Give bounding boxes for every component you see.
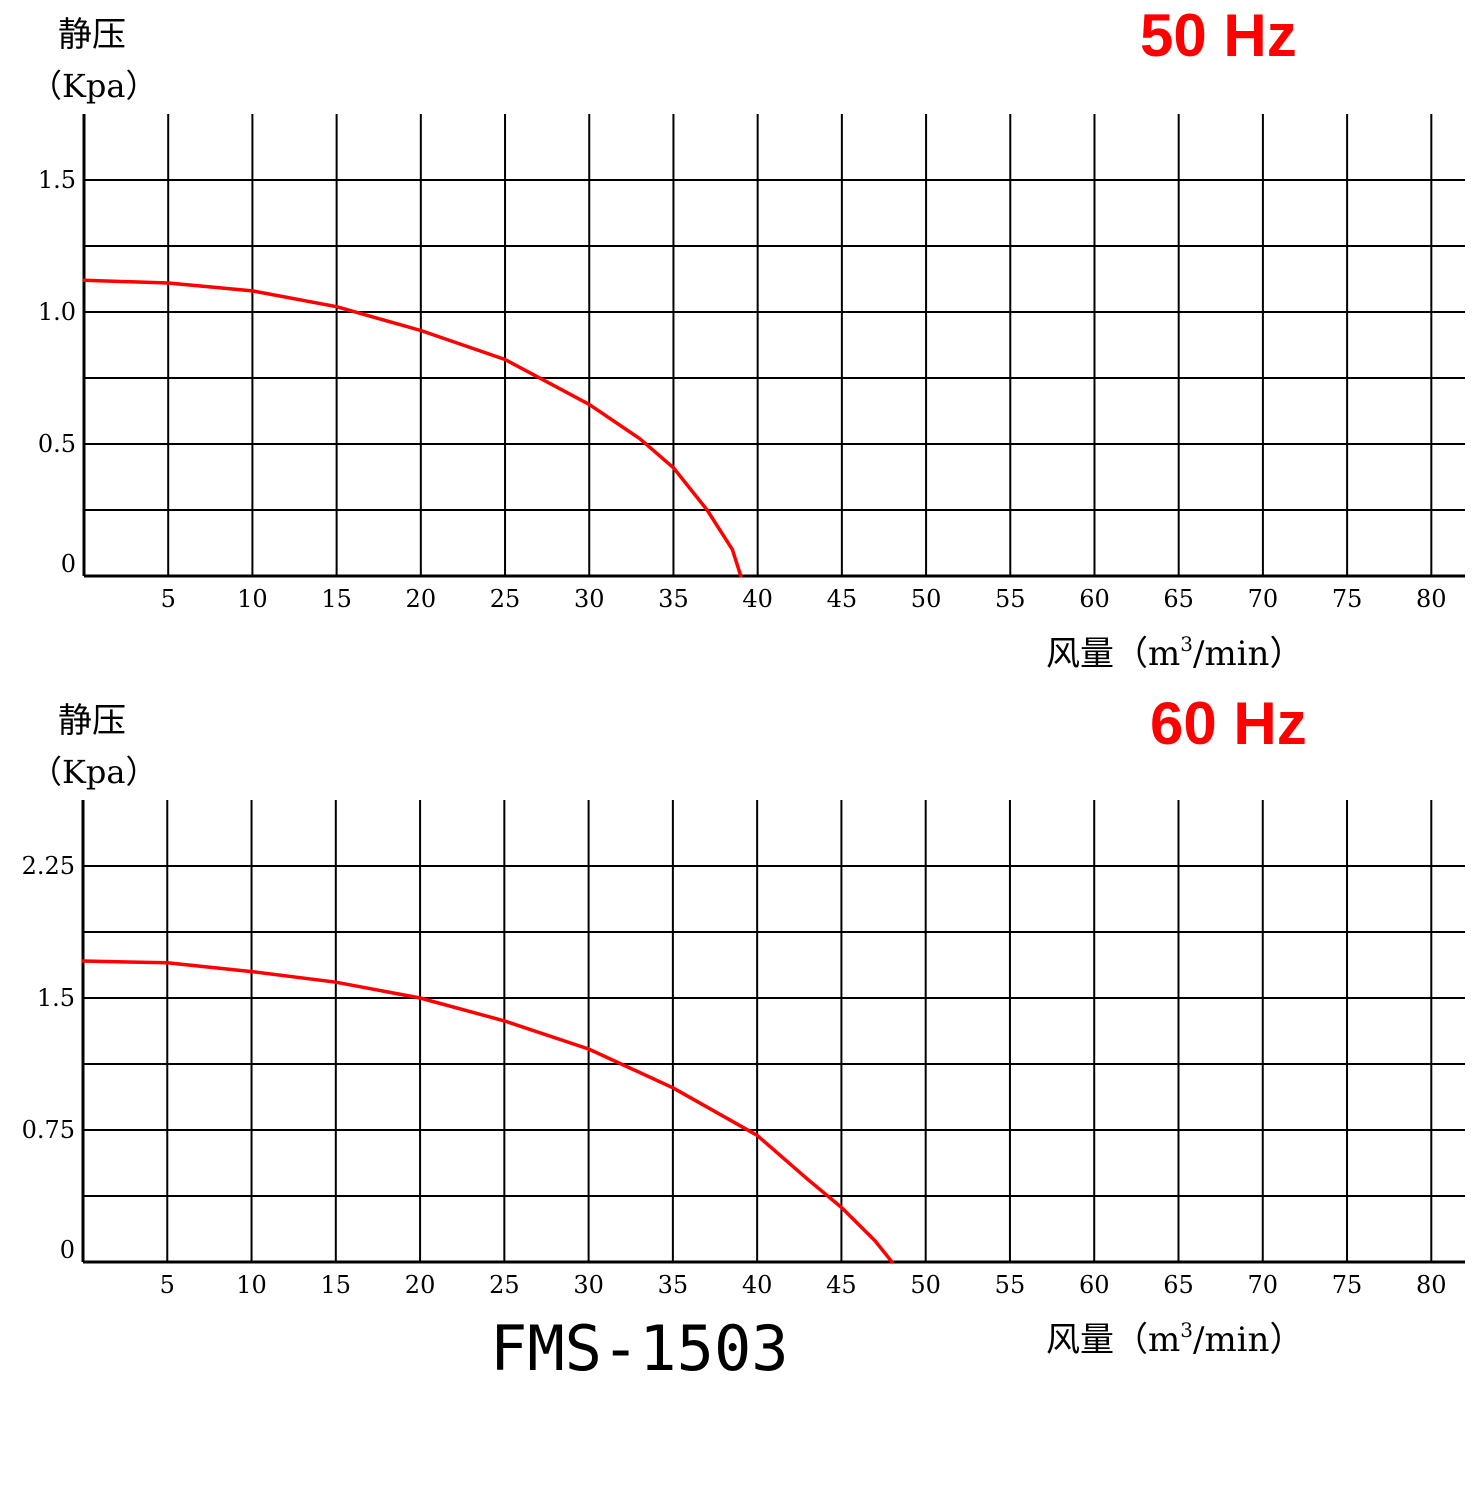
x-tick-label: 10 xyxy=(236,1271,267,1299)
x-tick-label: 35 xyxy=(658,585,689,613)
pressure-curve xyxy=(82,278,743,578)
x-tick-label: 75 xyxy=(1332,1271,1363,1299)
chart2-yunit: （Kpa） xyxy=(30,753,158,791)
x-tick-label: 20 xyxy=(406,585,437,613)
chart2-xlabel-suffix: /min） xyxy=(1192,1320,1304,1360)
x-tick-label: 60 xyxy=(1079,1271,1110,1299)
x-tick-label: 15 xyxy=(321,585,352,613)
x-tick-label: 25 xyxy=(490,585,521,613)
x-tick-label: 55 xyxy=(995,585,1026,613)
x-tick-label: 75 xyxy=(1332,585,1363,613)
chart1-ylabel: 静压 xyxy=(58,15,126,55)
y-tick-label: 0.75 xyxy=(22,1116,75,1144)
x-tick-label: 5 xyxy=(161,585,176,613)
x-tick-label: 30 xyxy=(574,585,605,613)
x-tick-label: 45 xyxy=(826,1271,857,1299)
chart1-xlabel-sup: 3 xyxy=(1180,632,1193,656)
x-tick-label: 50 xyxy=(910,1271,941,1299)
x-tick-label: 80 xyxy=(1416,585,1447,613)
chart1-xlabel: 风量（m3/min） xyxy=(1046,634,1303,671)
chart2-ylabel: 静压 xyxy=(58,701,126,741)
x-tick-label: 60 xyxy=(1079,585,1110,613)
y-tick-label: 1.5 xyxy=(37,984,75,1012)
x-tick-label: 25 xyxy=(489,1271,520,1299)
y-tick-label: 0 xyxy=(61,550,76,578)
chart2-frequency-title: 60 Hz xyxy=(1150,690,1307,757)
y-tick-label: 1.5 xyxy=(38,166,76,194)
x-tick-label: 80 xyxy=(1416,1271,1447,1299)
chart1-plot: 5 10 15 20 25 30 35 40 45 50 55 60 65 70 75 80 0 0.5 1.0 1.… xyxy=(38,114,1465,613)
x-tick-label: 40 xyxy=(742,585,773,613)
x-tick-label: 10 xyxy=(237,585,268,613)
chart2-xlabel-sup: 3 xyxy=(1180,1318,1193,1342)
x-tick-label: 15 xyxy=(321,1271,352,1299)
x-tick-label: 40 xyxy=(742,1271,773,1299)
y-tick-label: 0 xyxy=(60,1236,75,1264)
chart1-xlabel-suffix: /min） xyxy=(1192,634,1304,674)
x-tick-label: 70 xyxy=(1247,1271,1278,1299)
x-tick-label: 65 xyxy=(1163,1271,1194,1299)
y-tick-label: 2.25 xyxy=(22,852,75,880)
chart2-xlabel-prefix: 风量（m xyxy=(1046,1320,1181,1360)
x-tick-label: 20 xyxy=(405,1271,436,1299)
x-tick-label: 45 xyxy=(827,585,858,613)
pressure-curve xyxy=(81,959,894,1264)
chart1-yunit: （Kpa） xyxy=(30,67,158,105)
model-name: FMS-1503 xyxy=(490,1312,789,1385)
x-tick-label: 30 xyxy=(573,1271,604,1299)
chart1-frequency-title: 50 Hz xyxy=(1140,2,1297,69)
x-tick-label: 70 xyxy=(1248,585,1279,613)
chart2-plot: 5 10 15 20 25 30 35 40 45 50 55 60 65 70 75 80 0 0.75 1.5 2… xyxy=(22,800,1465,1299)
x-tick-label: 50 xyxy=(911,585,942,613)
y-tick-label: 1.0 xyxy=(38,298,76,326)
x-tick-label: 65 xyxy=(1163,585,1194,613)
x-tick-label: 35 xyxy=(658,1271,689,1299)
chart1-xlabel-prefix: 风量（m xyxy=(1046,634,1181,674)
chart2-xlabel: 风量（m3/min） xyxy=(1046,1320,1303,1357)
x-tick-label: 5 xyxy=(160,1271,175,1299)
y-tick-label: 0.5 xyxy=(38,430,76,458)
x-tick-label: 55 xyxy=(995,1271,1026,1299)
